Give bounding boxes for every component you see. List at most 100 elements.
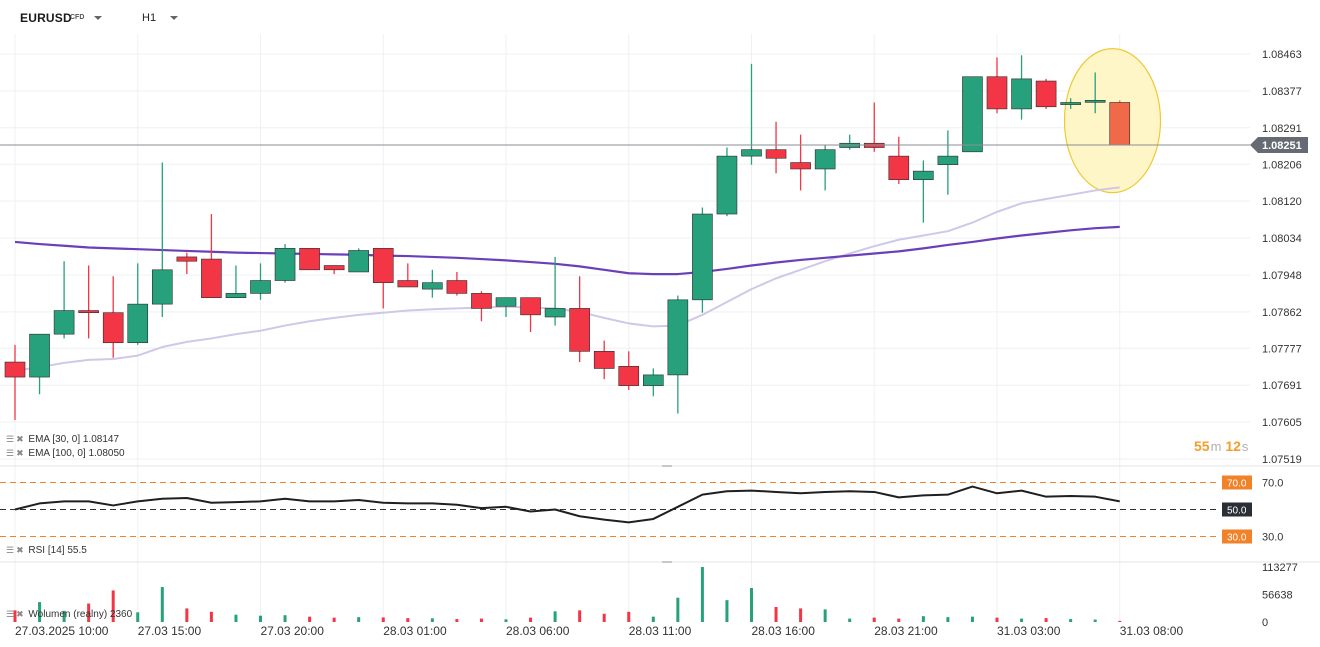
candle-body xyxy=(446,280,468,294)
volume-bar xyxy=(209,611,213,622)
volume-bar xyxy=(872,617,876,622)
candle-body xyxy=(495,297,517,307)
remove-icon[interactable]: ✖ xyxy=(16,609,24,619)
symbol-dropdown-icon[interactable] xyxy=(94,16,102,20)
volume-axis-label: 56638 xyxy=(1262,590,1293,602)
candle-body xyxy=(299,248,320,271)
legend-ema100-value: 1.08050 xyxy=(88,448,125,459)
candle-body xyxy=(1084,100,1106,103)
settings-icon[interactable]: ☰ xyxy=(6,609,15,619)
legend-ema30-params: [30, 0] xyxy=(52,434,81,445)
candle-body xyxy=(741,149,762,157)
volume-bar xyxy=(381,617,385,622)
settings-icon[interactable]: ☰ xyxy=(6,434,15,444)
candle-body xyxy=(422,282,443,290)
volume-bar xyxy=(13,610,17,622)
price-tick-label: 1.08120 xyxy=(1262,196,1302,208)
rsi-axis-label: 30.0 xyxy=(1262,532,1283,544)
candle-body xyxy=(250,280,271,294)
legend-ema30-value: 1.08147 xyxy=(82,434,120,445)
candle-body xyxy=(913,170,934,181)
candle-body xyxy=(765,149,787,159)
rsi-path xyxy=(14,485,1120,524)
legend-ema100[interactable]: ☰ ✖ EMA [100, 0] 1.08050 xyxy=(6,448,125,459)
candle-countdown: 55m 12s xyxy=(1194,438,1248,454)
legend-ema30-label: EMA xyxy=(28,434,50,445)
time-tick-label: 27.03.2025 10:00 xyxy=(15,624,109,638)
candle-body xyxy=(372,248,394,283)
remove-icon[interactable]: ✖ xyxy=(16,434,24,444)
volume-bar xyxy=(602,613,606,622)
candle-body xyxy=(225,293,247,298)
candle-body xyxy=(274,248,296,281)
candle-body xyxy=(986,76,1008,110)
time-axis: 27.03.2025 10:00 27.03 15:00 27.03 20:00 28… xyxy=(15,624,1183,638)
settings-icon[interactable]: ☰ xyxy=(6,448,15,458)
time-tick-label: 27.03 20:00 xyxy=(261,624,325,638)
candle-body xyxy=(692,213,713,301)
timeframe-dropdown-icon[interactable] xyxy=(170,16,178,20)
candle-body xyxy=(471,293,492,309)
candle-body xyxy=(618,366,640,386)
ema100-line xyxy=(14,225,1120,276)
candle-body xyxy=(790,162,811,170)
rsi-level-tag xyxy=(1222,475,1252,490)
pane-resize-handle xyxy=(662,561,672,563)
volume-bar xyxy=(136,612,140,622)
remove-icon[interactable]: ✖ xyxy=(16,545,24,555)
candle-body xyxy=(544,308,566,318)
candle-body xyxy=(1109,102,1131,146)
legend-volume[interactable]: ☰ ✖ Wolumen (realny) 2360 xyxy=(6,609,132,620)
price-tick-label: 1.07948 xyxy=(1262,270,1302,282)
price-tick-label: 1.08377 xyxy=(1262,86,1302,98)
volume-bar xyxy=(259,615,262,622)
candle-body xyxy=(152,269,173,305)
candle-body xyxy=(569,308,590,352)
current-price-line: 1.08251 xyxy=(0,136,1308,153)
pane-resize-handle xyxy=(662,465,672,467)
volume-bar xyxy=(38,602,42,622)
price-tick-label: 1.07605 xyxy=(1262,417,1302,429)
legend-volume-label: Wolumen xyxy=(28,609,71,620)
countdown-minutes: 55 xyxy=(1194,438,1210,454)
time-tick-label: 28.03 16:00 xyxy=(752,624,816,638)
volume-bar xyxy=(799,608,803,622)
legend-rsi-value: 55.5 xyxy=(67,545,87,556)
symbol-selector[interactable]: EURUSD xyxy=(20,11,72,25)
timeframe-selector[interactable]: H1 xyxy=(142,12,157,24)
candle-body xyxy=(520,297,541,316)
candle-body xyxy=(176,256,198,262)
volume-bar xyxy=(970,616,974,622)
legend-volume-params: (realny) xyxy=(73,609,108,620)
candles xyxy=(4,55,1131,420)
settings-icon[interactable]: ☰ xyxy=(6,545,15,555)
legend-rsi-label: RSI xyxy=(28,545,46,556)
legend-ema30[interactable]: ☰ ✖ EMA [30, 0] 1.08147 xyxy=(6,434,119,445)
volume-bar xyxy=(332,617,336,622)
volume-bar xyxy=(111,590,115,622)
price-tick-label: 1.07862 xyxy=(1262,307,1302,319)
time-tick-label: 28.03 06:00 xyxy=(506,624,570,638)
remove-icon[interactable]: ✖ xyxy=(16,448,24,458)
volume-bar xyxy=(1118,620,1122,622)
rsi-level-tag-text: 30.0 xyxy=(1227,533,1247,544)
time-tick-label: 28.03 11:00 xyxy=(629,624,692,638)
price-tick-label: 1.08291 xyxy=(1262,123,1302,135)
legend-rsi[interactable]: ☰ ✖ RSI [14] 55.5 xyxy=(6,545,87,556)
time-tick-label: 27.03 15:00 xyxy=(138,624,202,638)
volume-bar xyxy=(62,610,66,622)
volume-bar xyxy=(1020,618,1024,622)
candle-body xyxy=(814,149,836,170)
candle-body xyxy=(962,76,983,153)
volume-bar xyxy=(578,610,582,622)
volume-axis-label: 0 xyxy=(1262,617,1268,629)
candle-body xyxy=(397,280,419,288)
candle-body xyxy=(667,299,689,376)
rsi-mid-tag-text: 50.0 xyxy=(1227,506,1247,517)
candle-body xyxy=(1035,80,1057,108)
volume-bar xyxy=(946,617,950,622)
candle-body xyxy=(937,155,959,165)
volume-bar xyxy=(774,606,778,622)
volume-bar xyxy=(1044,618,1048,622)
